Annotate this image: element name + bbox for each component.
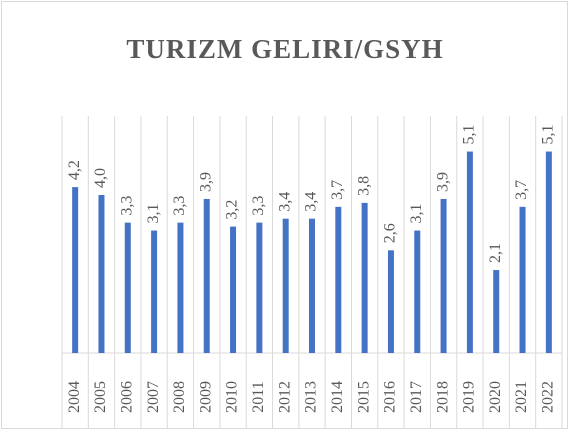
x-tick-label: 2005 bbox=[92, 381, 109, 413]
bar bbox=[151, 230, 158, 353]
value-label: 3,4 bbox=[276, 192, 293, 212]
x-tick-label: 2007 bbox=[145, 381, 162, 413]
value-label: 3,1 bbox=[145, 204, 162, 224]
value-label: 2,6 bbox=[382, 223, 399, 243]
x-tick-label: 2013 bbox=[303, 381, 320, 413]
bar bbox=[545, 151, 552, 353]
bar bbox=[124, 222, 131, 353]
x-tick-label: 2021 bbox=[513, 381, 530, 413]
value-label: 2,1 bbox=[487, 243, 504, 263]
x-tick-label: 2011 bbox=[250, 381, 267, 412]
value-label: 3,4 bbox=[303, 192, 320, 212]
x-tick-label: 2009 bbox=[197, 381, 214, 413]
value-label: 3,3 bbox=[250, 196, 267, 216]
x-tick-label: 2012 bbox=[276, 381, 293, 413]
bar bbox=[335, 206, 342, 353]
value-label: 3,7 bbox=[513, 180, 530, 200]
bar bbox=[72, 187, 79, 353]
value-label: 5,1 bbox=[540, 125, 557, 145]
value-label: 3,3 bbox=[118, 196, 135, 216]
bar bbox=[98, 195, 105, 353]
bar bbox=[309, 218, 315, 353]
x-tick-label: 2004 bbox=[66, 381, 83, 413]
bar bbox=[361, 202, 368, 353]
x-tick-label: 2022 bbox=[540, 381, 557, 413]
bar bbox=[493, 270, 500, 353]
bar bbox=[466, 151, 473, 353]
value-label: 4,0 bbox=[92, 168, 109, 188]
value-label: 3,9 bbox=[434, 172, 451, 192]
x-tick-label: 2010 bbox=[224, 381, 241, 413]
x-tick-label: 2014 bbox=[329, 381, 346, 413]
bar bbox=[440, 198, 447, 353]
value-label: 3,9 bbox=[197, 172, 214, 192]
x-tick-label: 2008 bbox=[171, 381, 188, 413]
bar bbox=[256, 222, 263, 353]
x-tick-label: 2019 bbox=[461, 381, 478, 413]
bar bbox=[177, 222, 184, 353]
bar bbox=[519, 206, 526, 353]
chart-title: TURIZM GELIRI/GSYH bbox=[126, 34, 443, 64]
x-tick-label: 2018 bbox=[434, 381, 451, 413]
value-label: 3,2 bbox=[224, 200, 241, 220]
value-label: 3,7 bbox=[329, 180, 346, 200]
bar bbox=[387, 250, 394, 353]
bar bbox=[230, 226, 237, 353]
value-label: 3,1 bbox=[408, 204, 425, 224]
value-label: 4,2 bbox=[66, 160, 83, 180]
bar bbox=[282, 218, 289, 353]
x-tick-label: 2006 bbox=[118, 381, 135, 413]
x-tick-label: 2015 bbox=[355, 381, 372, 413]
x-tick-label: 2017 bbox=[408, 381, 425, 413]
value-label: 3,8 bbox=[355, 176, 372, 196]
bar bbox=[203, 198, 210, 353]
value-label: 3,3 bbox=[171, 196, 188, 216]
x-tick-label: 2016 bbox=[382, 381, 399, 413]
x-tick-label: 2020 bbox=[487, 381, 504, 413]
value-label: 5,1 bbox=[461, 125, 478, 145]
bar bbox=[414, 230, 421, 353]
